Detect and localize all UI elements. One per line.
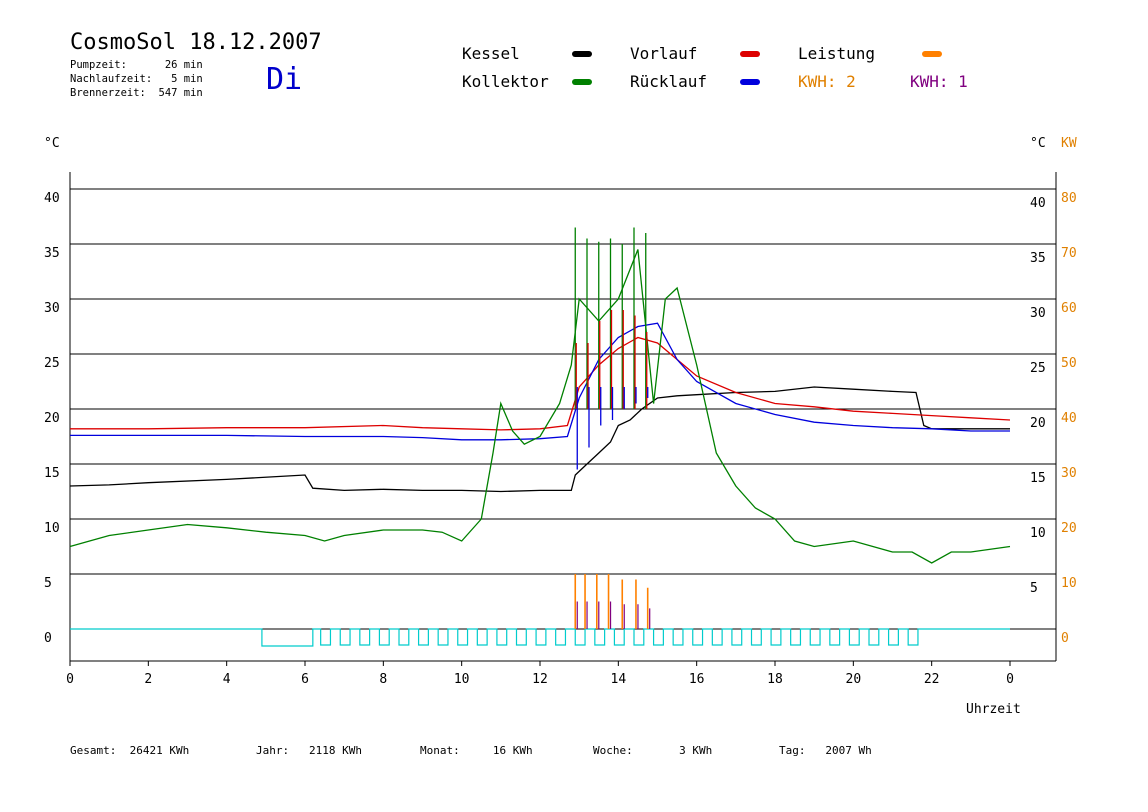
legend-kessel-swatch	[572, 51, 592, 57]
x-tick-label: 2	[144, 672, 152, 687]
x-tick-label: 16	[689, 672, 705, 687]
x-tick-label: 14	[611, 672, 627, 687]
nachlaufzeit-text: Nachlaufzeit: 5 min	[70, 73, 203, 85]
y-tick-label-kw: 80	[1061, 191, 1077, 206]
x-tick-label: 4	[223, 672, 231, 687]
y-tick-label-left: 5	[44, 576, 52, 591]
y-tick-label-left: 0	[44, 631, 52, 646]
y-tick-label-left: 20	[44, 411, 60, 426]
y-tick-label-left: 30	[44, 301, 60, 316]
y-tick-label-right: 40	[1030, 196, 1046, 211]
legend-kollektor-swatch	[572, 79, 592, 85]
weekday-label: Di	[266, 62, 303, 97]
x-tick-label: 0	[1006, 672, 1014, 687]
x-tick-label: 22	[924, 672, 940, 687]
y-tick-label-right: 15	[1030, 471, 1046, 486]
footer-gesamt: Gesamt: 26421 KWh	[70, 744, 190, 757]
y-tick-label-left: 35	[44, 246, 60, 261]
legend-kollektor: Kollektor	[462, 72, 549, 91]
right-axis-unit: °C	[1030, 136, 1046, 151]
y-tick-label-kw: 0	[1061, 631, 1069, 646]
y-tick-label-left: 40	[44, 191, 60, 206]
y-tick-label-right: 10	[1030, 526, 1046, 541]
legend-leistung: Leistung	[798, 44, 876, 63]
y-tick-label-kw: 50	[1061, 356, 1077, 371]
brennerzeit-text: Brennerzeit: 547 min	[70, 87, 203, 99]
legend-ruecklauf: Rücklauf	[630, 72, 708, 91]
legend-leistung-swatch	[922, 51, 942, 57]
legend-kessel: Kessel	[462, 44, 520, 63]
x-tick-label: 18	[767, 672, 783, 687]
footer-monat: Monat: 16 KWh	[420, 744, 533, 757]
series-line-kessel	[69, 386, 1010, 493]
y-tick-label-left: 25	[44, 356, 60, 371]
series-line-ruecklauf	[70, 322, 1010, 441]
x-tick-label: 8	[379, 672, 387, 687]
y-tick-label-kw: 10	[1061, 576, 1077, 591]
y-tick-label-left: 15	[44, 466, 60, 481]
series-line-kollektor	[69, 249, 1011, 564]
footer-jahr: Jahr: 2118 KWh	[256, 744, 362, 757]
legend-ruecklauf-swatch	[740, 79, 760, 85]
y-tick-label-right: 30	[1030, 306, 1046, 321]
y-tick-label-right: 20	[1030, 416, 1046, 431]
y-tick-label-right: 35	[1030, 251, 1046, 266]
y-tick-label-kw: 40	[1061, 411, 1077, 426]
x-tick-label: 0	[66, 672, 74, 687]
right-axis-unit-kw: KW	[1061, 136, 1077, 151]
x-tick-label: 12	[532, 672, 548, 687]
footer-woche: Woche: 3 KWh	[593, 744, 713, 757]
legend-kwh-a: KWH: 2	[798, 72, 856, 91]
x-axis-label: Uhrzeit	[966, 702, 1021, 717]
y-tick-label-right: 25	[1030, 361, 1046, 376]
legend-vorlauf: Vorlauf	[630, 44, 698, 63]
y-tick-label-kw: 60	[1061, 301, 1077, 316]
x-tick-label: 6	[301, 672, 309, 687]
legend-kwh-b: KWH: 1	[910, 72, 968, 91]
y-tick-label-left: 10	[44, 521, 60, 536]
pump-status-line	[70, 628, 1010, 647]
y-tick-label-kw: 20	[1061, 521, 1077, 536]
y-tick-label-kw: 30	[1061, 466, 1077, 481]
x-tick-label: 10	[454, 672, 470, 687]
pumpzeit-text: Pumpzeit: 26 min	[70, 59, 203, 71]
footer-tag: Tag: 2007 Wh	[779, 744, 872, 757]
series-line-vorlauf	[70, 336, 1011, 431]
y-tick-label-right: 5	[1030, 581, 1038, 596]
x-tick-label: 20	[846, 672, 862, 687]
left-axis-unit: °C	[44, 136, 60, 151]
legend-vorlauf-swatch	[740, 51, 760, 57]
y-tick-label-kw: 70	[1061, 246, 1077, 261]
chart-title: CosmoSol 18.12.2007	[70, 30, 322, 55]
